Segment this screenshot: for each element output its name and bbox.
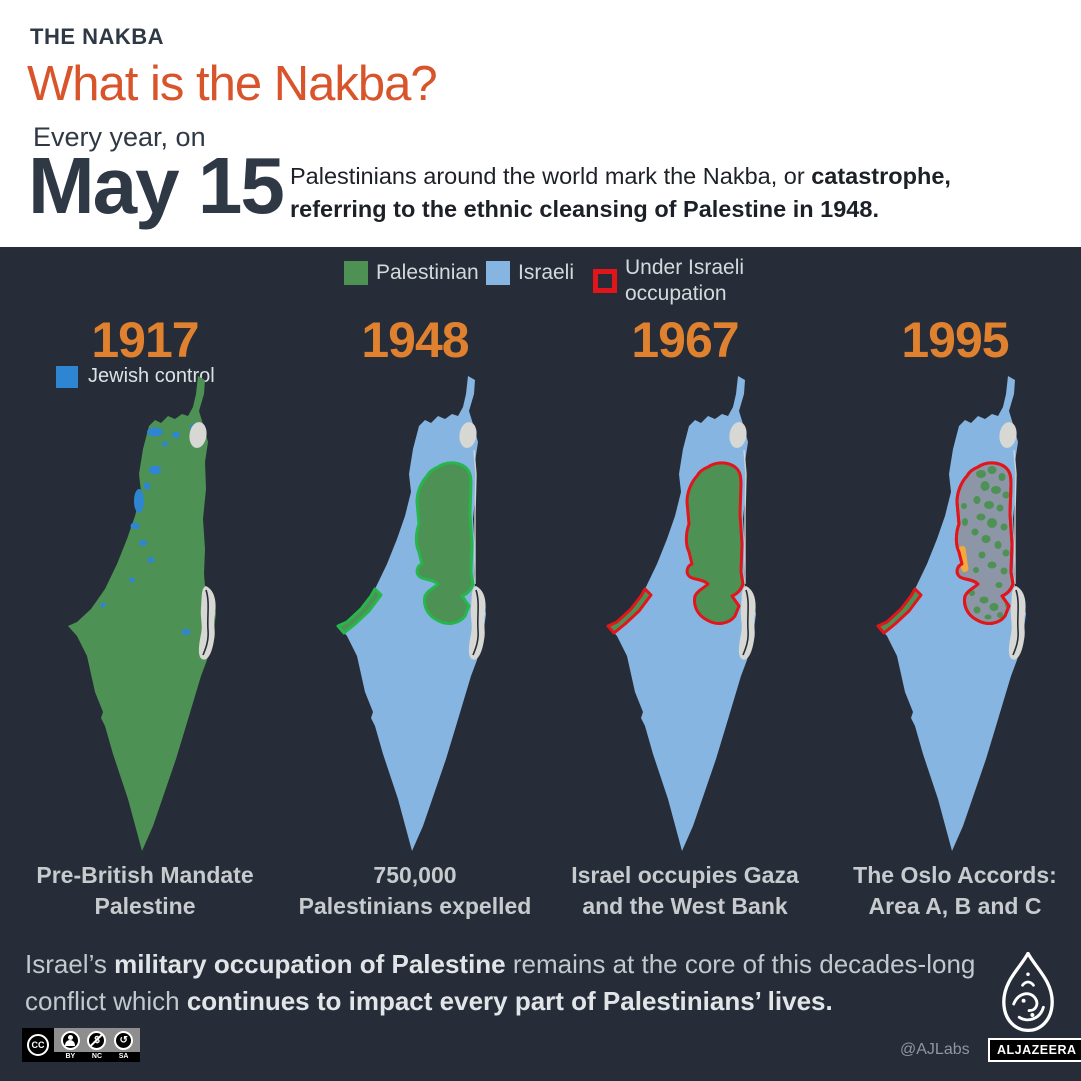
kicker: THE NAKBA (30, 24, 165, 49)
legend-occupation: Under Israeli occupation (593, 255, 744, 307)
israeli-swatch-icon (486, 261, 510, 285)
map-1948 (336, 376, 486, 851)
cc-nc-label: NC (91, 1053, 103, 1060)
legend-palestinian: Palestinian (344, 261, 479, 285)
page-title: What is the Nakba? (27, 57, 438, 111)
aljazeera-wordmark: ALJAZEERA (988, 1038, 1081, 1062)
lead-in-text: Every year, on (33, 122, 206, 152)
caption-1967: Israel occupies Gaza and the West Bank (550, 860, 820, 922)
cc-sa-label: SA (118, 1053, 129, 1060)
cc-license-types: $ ↺ BY NC SA (54, 1028, 140, 1062)
footer-bold-2: continues to impact every part of Palest… (186, 986, 833, 1016)
cc-icons-row: $ ↺ (54, 1028, 140, 1052)
caption-1917-line2: Palestine (94, 893, 196, 919)
legend-occupation-label: Under Israeli occupation (625, 255, 744, 307)
year-1948: 1948 (361, 312, 469, 368)
intro-bold-2: referring to the ethnic cleansing of Pal… (290, 196, 879, 222)
year-1917: 1917 (91, 312, 199, 368)
cc-sa-icon: ↺ (114, 1030, 134, 1050)
occupation-swatch-icon (593, 269, 617, 293)
caption-1948-line1: 750,000 (373, 862, 457, 888)
caption-1917: Pre-British Mandate Palestine (10, 860, 280, 922)
intro-text: Palestinians around the world mark the N… (290, 163, 812, 189)
cc-by-label: BY (65, 1053, 76, 1060)
creative-commons-badge: CC $ ↺ BY NC SA (22, 1028, 140, 1062)
year-1967: 1967 (631, 312, 739, 368)
intro-bold-1: catastrophe, (811, 163, 951, 189)
caption-1948-line2: Palestinians expelled (298, 893, 532, 919)
cc-labels-row: BY NC SA (54, 1052, 140, 1062)
map-1917 (68, 376, 216, 851)
occupation-label-line2: occupation (625, 282, 727, 305)
legend-palestinian-label: Palestinian (376, 261, 479, 284)
social-handle: @AJLabs (900, 1041, 970, 1058)
caption-1995-line1: The Oslo Accords: (853, 862, 1057, 888)
palestinian-swatch-icon (344, 261, 368, 285)
legend-israeli: Israeli (486, 261, 574, 285)
footer-text-1: Israel’s (25, 949, 115, 979)
caption-1917-line1: Pre-British Mandate (36, 862, 254, 888)
year-1995: 1995 (901, 312, 1009, 368)
legend-israeli-label: Israeli (518, 261, 575, 284)
jewish-control-label: Jewish control (88, 365, 215, 387)
cc-circle-icon: CC (27, 1034, 49, 1056)
caption-1967-line1: Israel occupies Gaza (571, 862, 799, 888)
cc-by-icon (60, 1030, 80, 1050)
footer-paragraph: Israel’s military occupation of Palestin… (25, 946, 1000, 1020)
aljazeera-logo-icon (1002, 952, 1054, 1033)
intro-paragraph: Palestinians around the world mark the N… (290, 160, 1060, 226)
footer-text-2: remains at the core of this decades-long (505, 949, 976, 979)
caption-1967-line2: and the West Bank (582, 893, 788, 919)
footer-text-3: conflict which (25, 986, 187, 1016)
caption-1995: The Oslo Accords: Area A, B and C (820, 860, 1081, 922)
header-section: THE NAKBA What is the Nakba? Every year,… (0, 0, 1081, 247)
footer-bold-1: military occupation of Palestine (114, 949, 506, 979)
map-1995 (876, 376, 1026, 851)
jewish-control-swatch-icon (56, 365, 78, 388)
caption-1995-line2: Area A, B and C (868, 893, 1042, 919)
cc-nc-icon: $ (87, 1030, 107, 1050)
caption-1948: 750,000 Palestinians expelled (280, 860, 550, 922)
cc-icon: CC (22, 1028, 54, 1062)
date-heading: May 15 (28, 141, 285, 230)
map-1967 (606, 376, 756, 851)
occupation-label-line1: Under Israeli (625, 256, 745, 279)
legend-jewish-control: Jewish control (56, 365, 215, 388)
